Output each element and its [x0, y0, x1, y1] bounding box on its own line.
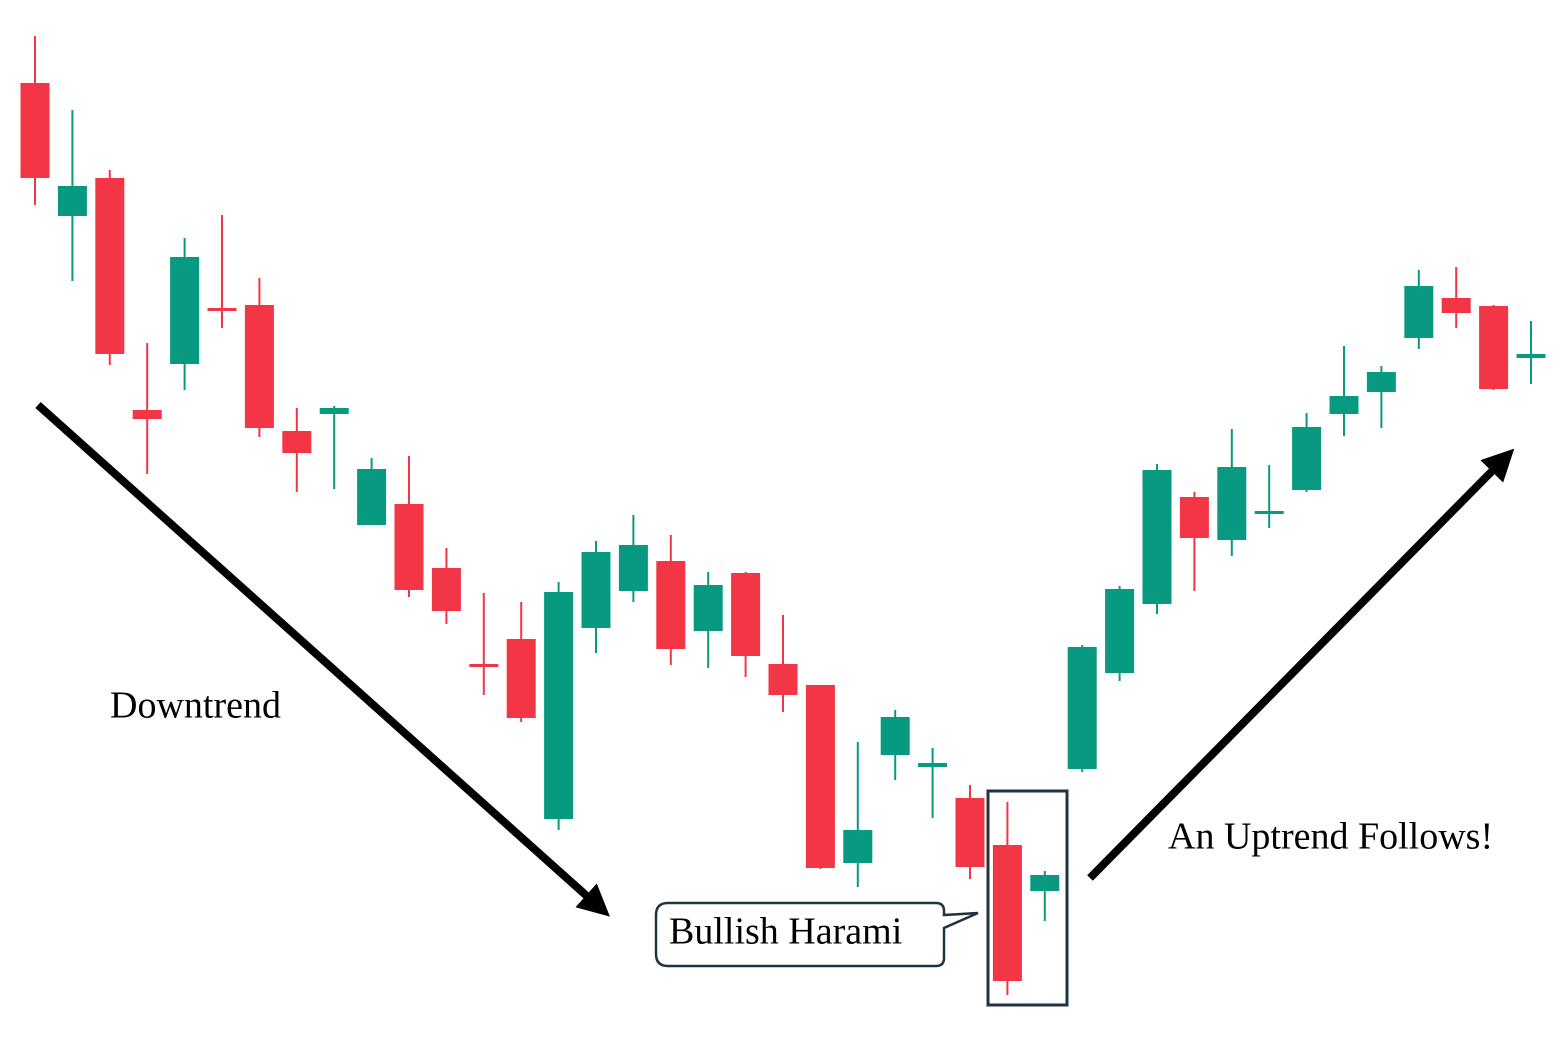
candle-body	[1292, 427, 1322, 490]
candle-body	[992, 845, 1022, 981]
candle-body	[880, 717, 910, 755]
candle-body	[693, 585, 723, 631]
candle-body	[544, 592, 574, 819]
candle-body	[918, 763, 948, 767]
candle-body	[431, 568, 461, 611]
uptrend-arrow	[1087, 448, 1515, 881]
candle-body	[469, 664, 499, 667]
candle-body	[1404, 286, 1434, 338]
candle-body	[618, 545, 648, 591]
candle-body	[394, 504, 424, 590]
candle-body	[357, 469, 387, 525]
candle-body	[1067, 647, 1097, 769]
candle-body	[805, 685, 835, 868]
candle-body	[843, 830, 873, 863]
candle-body	[1516, 354, 1546, 358]
candle-body	[20, 83, 50, 178]
candle-body	[1329, 396, 1359, 414]
candle-body	[1479, 306, 1509, 389]
candle-body	[1366, 372, 1396, 392]
candle-body	[95, 178, 125, 354]
candle-body	[1105, 589, 1135, 673]
annotation: Bullish Harami	[669, 911, 902, 953]
candle-body	[170, 257, 200, 364]
candle-body	[731, 573, 761, 656]
candle-body	[1030, 875, 1060, 891]
downtrend-arrow	[35, 402, 610, 917]
candle-body	[768, 664, 798, 695]
candle-body	[506, 639, 536, 718]
candle-body	[1217, 467, 1247, 540]
candle-body	[57, 186, 87, 216]
candle-body	[581, 552, 611, 628]
candle-body	[1142, 470, 1172, 604]
candle-body	[1179, 497, 1209, 538]
candles	[20, 36, 1546, 995]
candle-body	[207, 308, 237, 311]
candle-body	[1441, 298, 1471, 313]
candle-body	[132, 410, 162, 419]
callout	[654, 901, 979, 968]
candle-body	[955, 798, 985, 867]
harami-highlight	[986, 789, 1069, 1007]
candle-body	[282, 431, 312, 453]
candle-body	[1254, 511, 1284, 514]
candle-body	[244, 305, 274, 428]
candle-body	[319, 408, 349, 414]
candle-body	[656, 561, 686, 649]
annotation: Downtrend	[110, 685, 281, 727]
annotation: An Uptrend Follows!	[1168, 816, 1493, 858]
